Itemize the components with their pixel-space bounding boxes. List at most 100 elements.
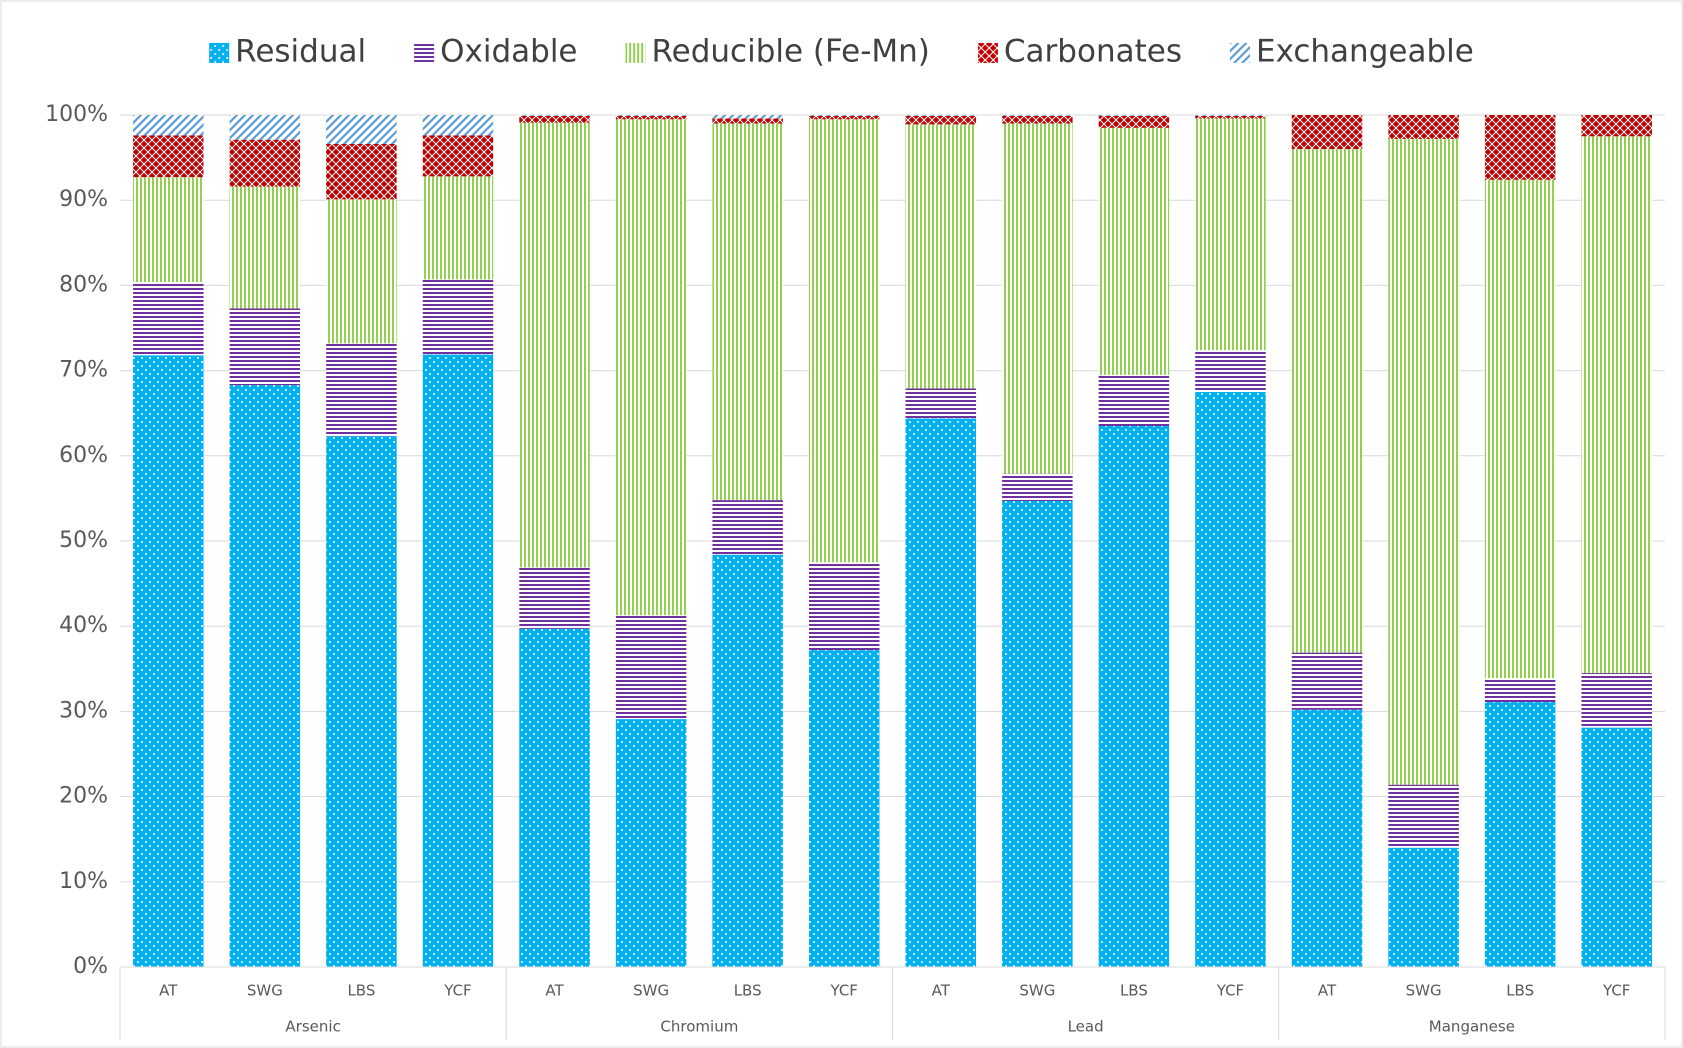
x-tick-label: SWG [1019,982,1055,1000]
bar-segment [229,186,301,309]
bar-segment [615,119,687,616]
bar-segment [1581,115,1652,137]
y-tick-label: 60% [59,443,108,468]
bar-segment [615,115,687,120]
bar-segment [133,115,204,136]
bar-segment [712,123,783,501]
bar-segment [1098,127,1170,375]
legend-swatch [977,43,998,63]
bar-segment [615,719,687,967]
bar-segment [808,650,880,967]
bar-segment [1002,115,1073,116]
bar-segment [1581,727,1652,967]
x-tick-label: LBS [734,982,762,1000]
bar-segment [905,115,977,116]
legend-swatch [209,43,230,63]
bar-segment [808,115,880,120]
bar-segment [1195,115,1266,119]
bar-segment [712,500,783,555]
x-tick-label: YCF [1216,982,1244,1000]
y-tick-label: 0% [73,954,108,979]
bar-segment [1581,136,1652,674]
bar-segment [1484,702,1556,967]
bar-segment [1484,678,1556,703]
bar-segment [1581,673,1652,728]
bar-segment [519,122,590,568]
bar-segment [712,118,783,124]
bar-segment [229,385,301,968]
bar-segment [422,115,494,136]
bar-segment [1002,473,1073,501]
bar-segment [1098,115,1170,116]
bar-segment [808,115,880,116]
x-tick-label: SWG [633,982,669,1000]
group-label: Chromium [660,1018,738,1036]
bar-segment [519,567,590,629]
x-tick-label: YCF [829,982,857,1000]
bar-segment [133,135,204,178]
bar-segment [326,199,397,344]
bar-segment [1484,179,1556,679]
bar-segment [422,135,494,177]
y-tick-label: 30% [59,698,108,723]
legend-swatch [414,43,435,63]
legend-label: Oxidable [440,34,577,70]
bar-segment [229,308,301,386]
bar-segment [1291,115,1363,150]
y-tick-label: 40% [59,613,108,638]
bar-segment [1291,652,1363,710]
bar-segment [229,115,301,140]
bar-segment [326,143,397,200]
bar-segment [422,354,494,967]
bar-segment [1002,500,1073,967]
legend-label: Reducible (Fe-Mn) [652,34,930,70]
x-tick-label: AT [545,982,564,1000]
legend-swatch [625,43,646,63]
group-label: Manganese [1429,1018,1515,1036]
bar-segment [519,115,590,116]
bar-segment [808,562,880,651]
group-label: Arsenic [285,1018,340,1036]
bar-segment [1195,115,1266,116]
legend-label: Carbonates [1004,34,1182,70]
legend-label: Residual [235,34,366,70]
x-tick-label: LBS [347,982,375,1000]
y-tick-label: 50% [59,528,108,553]
bar-segment [905,124,977,389]
bar-segment [712,115,783,119]
y-tick-label: 20% [59,784,108,809]
bar-segment [326,115,397,144]
bar-segment [326,343,397,437]
bar-segment [808,119,880,563]
bar-segment [519,628,590,967]
bar-segment [1484,115,1556,180]
bar-segment [1002,123,1073,474]
y-tick-label: 70% [59,358,108,383]
bar-segment [905,418,977,967]
y-tick-label: 100% [45,102,108,127]
bar-segment [229,139,301,187]
bar-segment [1195,118,1266,351]
x-tick-label: YCF [1602,982,1630,1000]
bar-segment [712,554,783,967]
bar-segment [1098,115,1170,128]
x-tick-label: AT [159,982,178,1000]
bar-segment [1098,425,1170,968]
bar-segment [905,115,977,125]
x-tick-label: YCF [443,982,471,1000]
bar-segment [1388,138,1459,785]
bar-segment [615,115,687,116]
bar-segment [1098,374,1170,426]
x-tick-label: AT [932,982,951,1000]
bar-segment [615,615,687,720]
x-tick-label: SWG [247,982,283,1000]
group-label: Lead [1068,1018,1104,1036]
x-tick-label: LBS [1120,982,1148,1000]
bar-segment [422,279,494,355]
bar-segment [133,355,204,967]
bar-segment [1195,350,1266,392]
x-tick-label: SWG [1406,982,1442,1000]
legend-swatch [1229,43,1250,63]
bar-segment [133,281,204,356]
y-tick-label: 90% [59,187,108,212]
